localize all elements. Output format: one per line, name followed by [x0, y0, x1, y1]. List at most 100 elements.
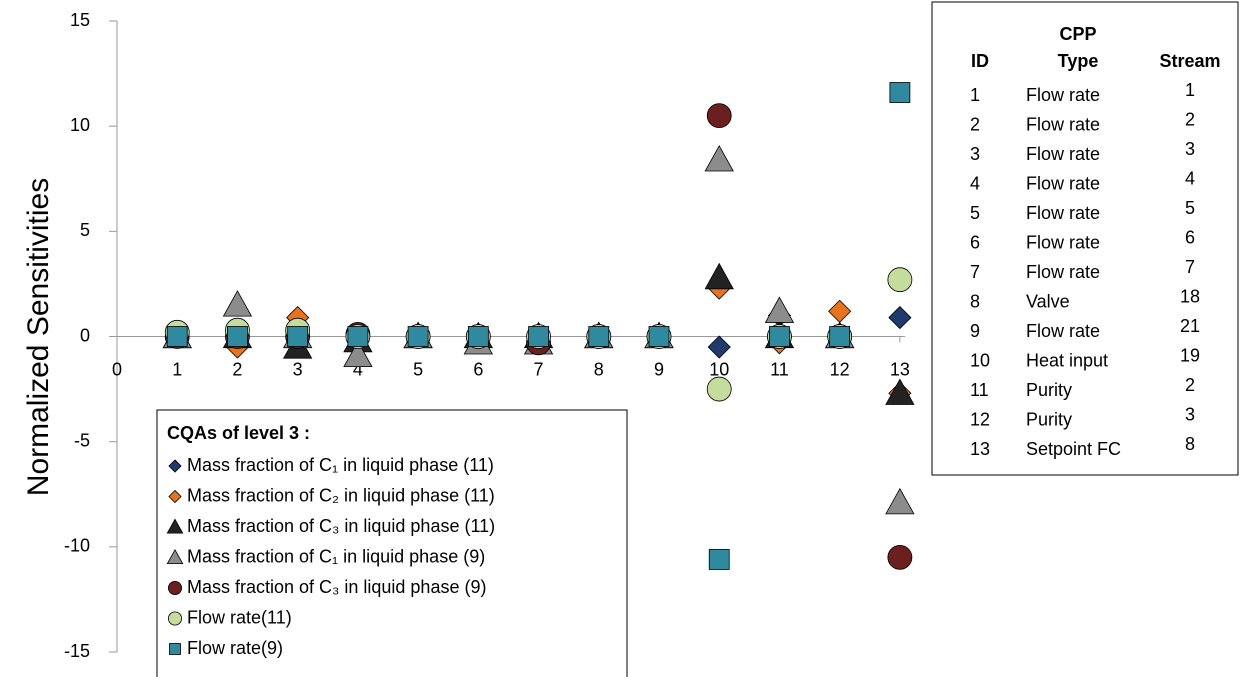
marker — [347, 326, 369, 347]
marker — [167, 581, 182, 596]
marker — [704, 262, 734, 290]
table-title: CPP — [1059, 24, 1096, 44]
table-cell: 6 — [1185, 227, 1195, 247]
x-tick-label: 8 — [594, 359, 604, 379]
marker — [222, 290, 253, 317]
marker — [343, 340, 373, 368]
table-header: Stream — [1159, 51, 1220, 71]
x-tick-label: 12 — [830, 359, 850, 379]
legend-label: Mass fraction of C₁ in liquid phase (11) — [187, 455, 494, 475]
legend-label: Mass fraction of C₃ in liquid phase (9) — [187, 577, 486, 597]
x-tick-label: 5 — [413, 359, 423, 379]
legend-label: Flow rate(9) — [187, 638, 283, 658]
marker — [467, 326, 489, 347]
table-cell: Flow rate — [1026, 144, 1100, 164]
table-cell: 5 — [970, 203, 980, 223]
table-cell: Flow rate — [1026, 262, 1100, 282]
table-cell: 4 — [970, 173, 980, 193]
y-tick-label: 0 — [80, 325, 90, 345]
x-tick-label: 3 — [293, 359, 303, 379]
table-cell: 10 — [970, 350, 990, 370]
table-cell: 2 — [970, 114, 980, 134]
x-tick-label: 4 — [353, 359, 363, 379]
marker — [166, 326, 188, 347]
x-tick-label: 13 — [890, 359, 910, 379]
marker — [706, 103, 732, 129]
table-cell: 5 — [1185, 198, 1195, 218]
legend-title: CQAs of level 3 : — [167, 423, 310, 443]
marker — [648, 326, 670, 347]
marker — [166, 548, 184, 565]
table-cell: 3 — [1185, 404, 1195, 424]
table-box — [931, 1, 1239, 476]
marker — [169, 643, 181, 655]
legend-label: Mass fraction of C₁ in liquid phase (9) — [187, 546, 485, 566]
marker — [167, 611, 182, 626]
x-tick-label: 0 — [112, 359, 122, 379]
marker — [168, 489, 182, 504]
table-header: ID — [971, 51, 989, 71]
x-tick-label: 2 — [232, 359, 242, 379]
table-cell: Flow rate — [1026, 85, 1100, 105]
table-cell: 12 — [970, 409, 990, 429]
marker — [528, 326, 549, 347]
marker — [764, 296, 795, 323]
y-tick-label: -5 — [74, 430, 90, 450]
marker — [829, 326, 851, 347]
marker — [166, 518, 184, 534]
y-tick-label: 15 — [70, 10, 90, 30]
y-tick-label: 10 — [70, 115, 90, 135]
marker — [887, 544, 913, 570]
table-cell: 8 — [1185, 434, 1195, 454]
marker — [889, 82, 911, 103]
y-tick-label: 5 — [80, 220, 90, 240]
marker — [407, 326, 429, 347]
marker — [885, 487, 915, 515]
x-tick-label: 1 — [172, 359, 182, 379]
table-cell: 19 — [1180, 345, 1200, 365]
marker — [227, 326, 248, 347]
x-tick-label: 9 — [654, 359, 664, 379]
marker — [708, 549, 730, 570]
marker — [287, 326, 309, 347]
table-cell: Heat input — [1026, 350, 1108, 370]
table-cell: 1 — [1185, 80, 1195, 100]
marker — [704, 144, 734, 172]
y-axis-label: Normalized Sensitivities — [22, 178, 55, 496]
table-cell: Flow rate — [1026, 173, 1100, 193]
table-cell: Flow rate — [1026, 203, 1100, 223]
table-cell: Purity — [1026, 380, 1072, 400]
table-cell: 3 — [1185, 139, 1195, 159]
table-cell: 3 — [970, 144, 980, 164]
table-cell: 7 — [970, 262, 980, 282]
table-cell: 11 — [970, 380, 989, 400]
marker — [769, 326, 790, 347]
marker — [707, 335, 731, 359]
marker — [588, 326, 610, 347]
y-tick-label: -15 — [64, 641, 90, 661]
table-cell: Valve — [1026, 291, 1070, 311]
legend-box — [156, 409, 628, 677]
table-cell: 2 — [1185, 109, 1195, 129]
table-cell: 8 — [970, 291, 980, 311]
legend-label: Mass fraction of C₂ in liquid phase (11) — [187, 485, 495, 505]
marker — [888, 306, 912, 330]
table-cell: Flow rate — [1026, 232, 1100, 252]
table-header: Type — [1058, 51, 1099, 71]
x-tick-label: 10 — [709, 359, 729, 379]
marker — [828, 299, 852, 323]
table-cell: Purity — [1026, 409, 1072, 429]
y-tick-label: -10 — [64, 536, 90, 556]
legend-label: Flow rate(11) — [187, 607, 292, 627]
x-tick-label: 7 — [534, 359, 544, 379]
table-cell: 1 — [970, 85, 980, 105]
table-cell: 21 — [1180, 316, 1200, 336]
marker — [887, 267, 913, 293]
table-cell: Flow rate — [1026, 321, 1100, 341]
table-cell: 7 — [1185, 257, 1195, 277]
marker — [885, 378, 915, 405]
table-cell: Setpoint FC — [1026, 439, 1121, 459]
table-cell: 4 — [1185, 168, 1195, 188]
